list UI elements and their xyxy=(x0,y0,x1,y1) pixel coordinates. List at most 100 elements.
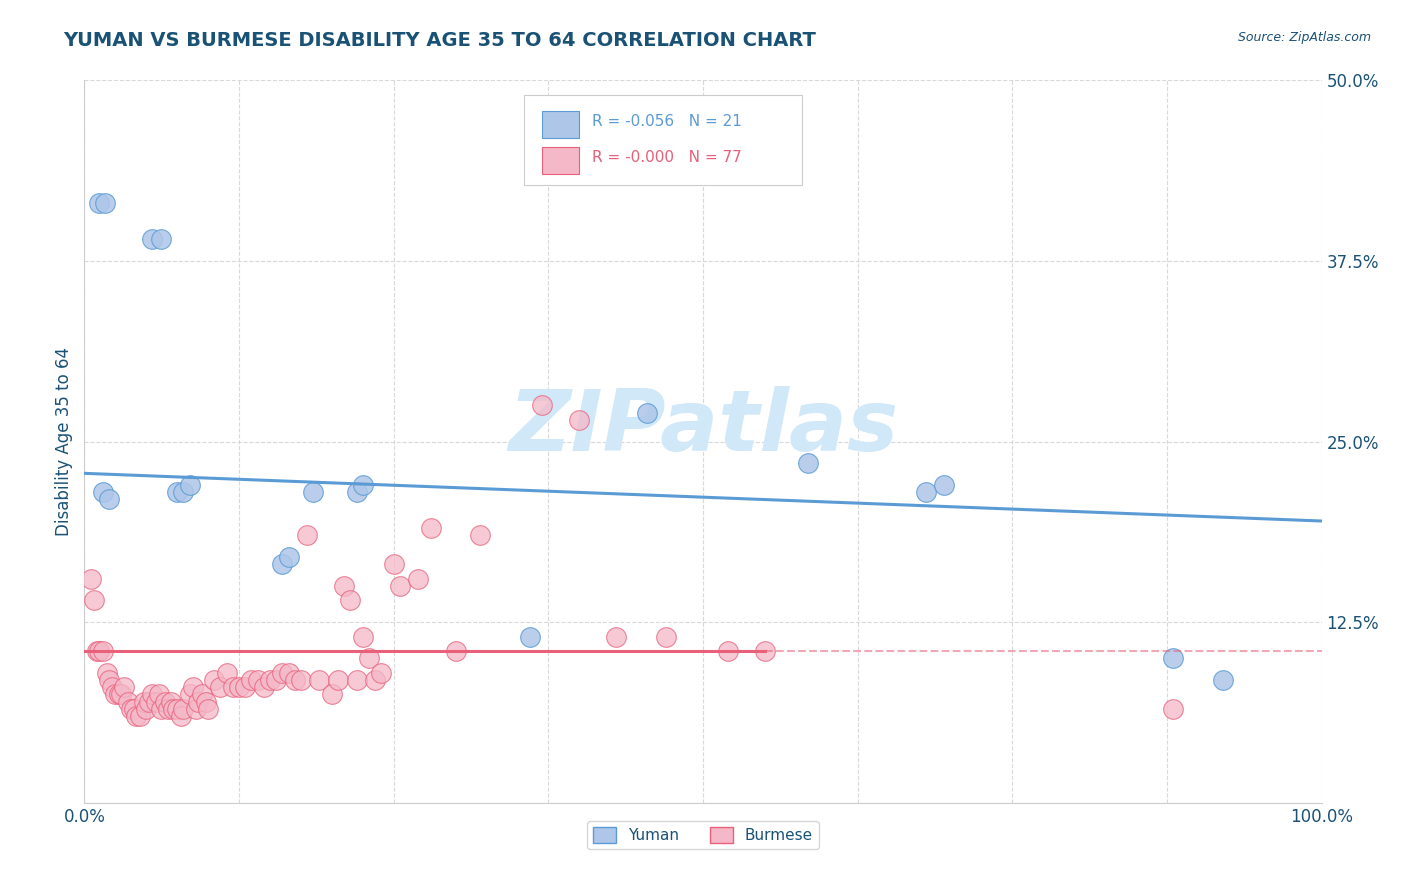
Text: R = -0.056   N = 21: R = -0.056 N = 21 xyxy=(592,114,741,129)
FancyBboxPatch shape xyxy=(523,95,801,185)
Point xyxy=(531,398,554,412)
Point xyxy=(240,673,263,687)
Point xyxy=(302,485,325,500)
Point xyxy=(215,665,238,680)
Point xyxy=(717,644,740,658)
Point xyxy=(184,702,207,716)
Point xyxy=(120,702,142,716)
Point xyxy=(166,485,188,500)
Point xyxy=(1161,651,1184,665)
Point xyxy=(519,630,541,644)
Point xyxy=(364,673,387,687)
Point xyxy=(233,680,256,694)
Point xyxy=(141,232,163,246)
Point xyxy=(148,687,170,701)
Point xyxy=(321,687,343,701)
Point xyxy=(157,702,180,716)
Text: R = -0.000   N = 77: R = -0.000 N = 77 xyxy=(592,151,741,165)
Point xyxy=(352,478,374,492)
Point xyxy=(253,680,276,694)
Point xyxy=(98,492,121,507)
Point xyxy=(346,485,368,500)
Text: YUMAN VS BURMESE DISABILITY AGE 35 TO 64 CORRELATION CHART: YUMAN VS BURMESE DISABILITY AGE 35 TO 64… xyxy=(63,31,815,50)
Point xyxy=(408,572,430,586)
Legend: Yuman, Burmese: Yuman, Burmese xyxy=(586,822,820,849)
Point xyxy=(382,558,405,572)
Point xyxy=(150,702,173,716)
Point xyxy=(162,702,184,716)
Point xyxy=(89,196,111,211)
Point xyxy=(308,673,330,687)
Point xyxy=(1212,673,1234,687)
Point xyxy=(246,673,269,687)
Point xyxy=(91,485,114,500)
Point xyxy=(194,695,217,709)
Point xyxy=(122,702,145,716)
Point xyxy=(96,665,118,680)
Point xyxy=(79,572,101,586)
Point xyxy=(112,680,135,694)
Point xyxy=(197,702,219,716)
Point xyxy=(135,702,157,716)
Point xyxy=(91,644,114,658)
Point xyxy=(141,687,163,701)
Text: Source: ZipAtlas.com: Source: ZipAtlas.com xyxy=(1237,31,1371,45)
Point xyxy=(202,673,225,687)
Point xyxy=(259,673,281,687)
Point xyxy=(108,687,131,701)
Y-axis label: Disability Age 35 to 64: Disability Age 35 to 64 xyxy=(55,347,73,536)
Text: ZIPatlas: ZIPatlas xyxy=(508,385,898,468)
Point xyxy=(191,687,214,701)
Point xyxy=(187,695,209,709)
Point xyxy=(605,630,627,644)
Point xyxy=(655,630,678,644)
Point xyxy=(150,232,173,246)
Point xyxy=(98,673,121,687)
Point xyxy=(470,528,492,542)
Point xyxy=(277,665,299,680)
Point xyxy=(277,550,299,565)
Point xyxy=(160,695,183,709)
Point xyxy=(100,680,122,694)
Point xyxy=(104,687,127,701)
Point xyxy=(636,406,658,420)
Point xyxy=(132,695,155,709)
Point xyxy=(419,521,441,535)
Bar xyxy=(543,111,579,138)
Point xyxy=(934,478,956,492)
Point xyxy=(83,593,105,607)
Point xyxy=(138,695,160,709)
Point xyxy=(222,680,245,694)
Point xyxy=(352,630,374,644)
Point xyxy=(153,695,176,709)
Point xyxy=(179,478,201,492)
Point xyxy=(166,702,188,716)
Point xyxy=(94,196,117,211)
Point xyxy=(357,651,380,665)
Point xyxy=(181,680,204,694)
Bar xyxy=(543,147,579,174)
Point xyxy=(914,485,936,500)
Point xyxy=(271,558,294,572)
Point xyxy=(754,644,776,658)
Point xyxy=(797,456,820,470)
Point xyxy=(179,687,201,701)
Point xyxy=(295,528,318,542)
Point xyxy=(170,709,193,723)
Point xyxy=(568,413,591,427)
Point xyxy=(129,709,152,723)
Point xyxy=(110,687,132,701)
Point xyxy=(388,579,411,593)
Point xyxy=(370,665,392,680)
Point xyxy=(346,673,368,687)
Point xyxy=(117,695,139,709)
Point xyxy=(228,680,250,694)
Point xyxy=(89,644,111,658)
Point xyxy=(209,680,232,694)
Point xyxy=(172,485,194,500)
Point xyxy=(271,665,294,680)
Point xyxy=(290,673,312,687)
Point xyxy=(333,579,356,593)
Point xyxy=(125,709,148,723)
Point xyxy=(284,673,307,687)
